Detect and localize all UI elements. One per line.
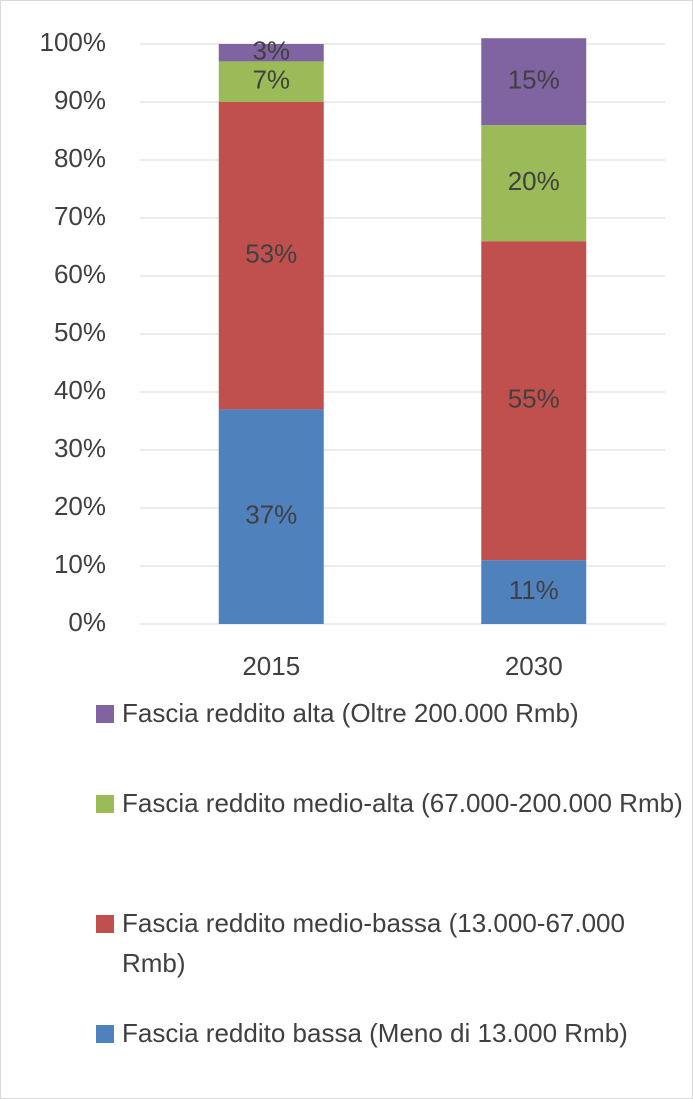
- legend-swatch: [96, 915, 114, 933]
- y-tick-label: 80%: [54, 143, 106, 173]
- legend-swatch: [96, 705, 114, 723]
- data-label: 11%: [509, 575, 559, 605]
- data-label: 20%: [508, 166, 560, 196]
- legend-label: Fascia reddito medio-bassa (13.000-67.00…: [122, 908, 625, 978]
- y-tick-label: 90%: [54, 85, 106, 115]
- legend-item: Fascia reddito medio-bassa (13.000-67.00…: [96, 903, 686, 983]
- y-tick-label: 50%: [54, 317, 106, 347]
- legend-label: Fascia reddito bassa (Meno di 13.000 Rmb…: [122, 1018, 628, 1048]
- y-tick-label: 0%: [68, 607, 106, 637]
- bar-segment: [481, 38, 587, 126]
- data-label: 55%: [508, 384, 560, 414]
- y-tick-label: 60%: [54, 259, 106, 289]
- y-tick-label: 30%: [54, 433, 106, 463]
- bar-segment: [218, 102, 324, 410]
- bar-segment: [481, 241, 587, 561]
- bar-segment: [218, 44, 324, 62]
- data-label: 3%: [252, 36, 290, 66]
- legend-swatch: [96, 795, 114, 813]
- bar-segment: [218, 61, 324, 102]
- y-tick-label: 100%: [40, 27, 107, 57]
- x-tick-label: 2030: [505, 651, 563, 681]
- y-tick-label: 20%: [54, 491, 106, 521]
- legend-swatch: [96, 1025, 114, 1043]
- data-label: 7%: [252, 65, 290, 95]
- x-tick-label: 2015: [242, 651, 300, 681]
- legend-label: Fascia reddito medio-alta (67.000-200.00…: [122, 788, 683, 818]
- legend-item: Fascia reddito alta (Oltre 200.000 Rmb): [96, 693, 686, 733]
- bar-segment: [481, 125, 587, 242]
- legend-label: Fascia reddito alta (Oltre 200.000 Rmb): [122, 698, 579, 728]
- data-label: 53%: [245, 239, 297, 269]
- bar-segment: [481, 560, 587, 624]
- data-label: 37%: [245, 500, 297, 530]
- legend-item: Fascia reddito bassa (Meno di 13.000 Rmb…: [96, 1013, 686, 1053]
- legend-item: Fascia reddito medio-alta (67.000-200.00…: [96, 783, 686, 823]
- bar-segment: [218, 409, 324, 624]
- y-tick-label: 40%: [54, 375, 106, 405]
- y-tick-label: 70%: [54, 201, 106, 231]
- y-tick-label: 10%: [54, 549, 106, 579]
- data-label: 15%: [508, 65, 560, 95]
